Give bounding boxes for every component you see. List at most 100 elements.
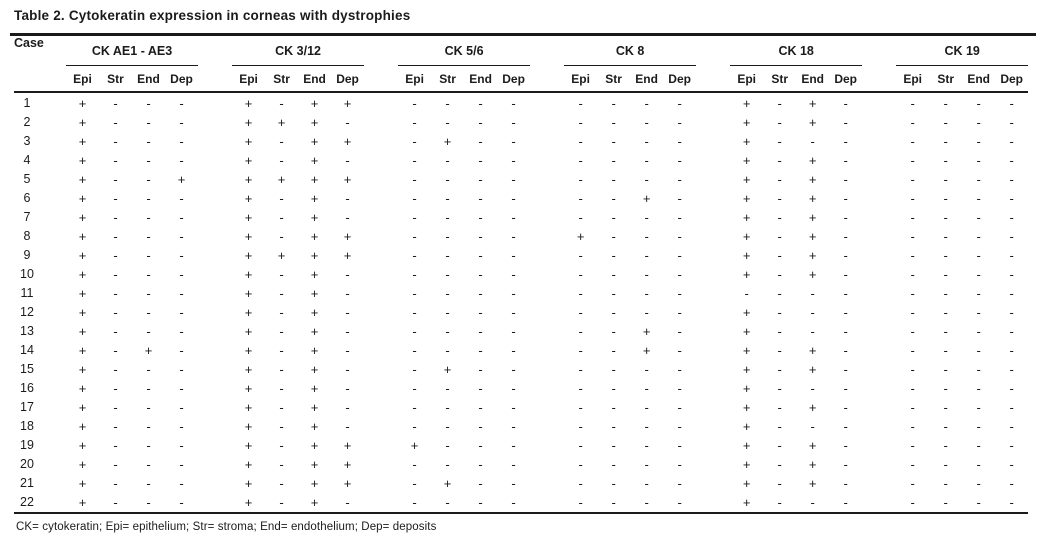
expression-value: - [412, 476, 417, 491]
expression-value: - [943, 96, 948, 111]
expression-value: - [843, 96, 848, 111]
expression-value: - [943, 419, 948, 434]
table-title: Table 2. Cytokeratin expression in corne… [14, 8, 411, 23]
subheader-end: End [962, 65, 996, 93]
expression-value: + [310, 286, 319, 301]
column-gap [530, 417, 564, 436]
table-row: 18 + - - - + - + - - - - - - - - - + - - - - - - - [14, 417, 1028, 436]
expression-value: + [742, 476, 751, 491]
case-number: 11 [20, 286, 34, 300]
expression-value: - [843, 400, 848, 415]
expression-value: - [644, 305, 649, 320]
expression-value: + [742, 115, 751, 130]
expression-value: + [343, 457, 352, 472]
expression-value: - [279, 457, 284, 472]
expression-value: - [843, 305, 848, 320]
expression-value: + [310, 267, 319, 282]
column-gap [696, 227, 730, 246]
expression-value: - [644, 134, 649, 149]
expression-value: - [179, 400, 184, 415]
expression-value: - [279, 96, 284, 111]
expression-value: + [343, 438, 352, 453]
expression-value: - [445, 305, 450, 320]
expression-value: - [1009, 286, 1014, 301]
column-gap [862, 360, 896, 379]
group-header-ck-18: CK 18 [730, 36, 863, 66]
expression-value: - [843, 476, 848, 491]
expression-value: - [146, 286, 151, 301]
case-number: 12 [20, 305, 34, 319]
expression-value: - [179, 229, 184, 244]
expression-value: - [412, 134, 417, 149]
column-gap [862, 341, 896, 360]
column-gap [364, 474, 398, 493]
column-gap [862, 322, 896, 341]
expression-value: - [146, 381, 151, 396]
cytokeratin-expression-table: Case CK AE1 - AE3 CK 3/12 CK 5/6 CK 8 CK 18 CK… [14, 36, 1029, 514]
expression-value: - [146, 229, 151, 244]
expression-value: - [677, 324, 682, 339]
expression-value: + [244, 248, 253, 263]
expression-value: - [279, 381, 284, 396]
expression-value: - [976, 362, 981, 377]
expression-value: - [511, 267, 516, 282]
subheader-end: End [298, 65, 332, 93]
expression-value: + [277, 172, 286, 187]
expression-value: - [578, 305, 583, 320]
expression-value: - [113, 362, 118, 377]
expression-value: - [511, 248, 516, 263]
expression-value: + [78, 381, 87, 396]
column-gap [198, 474, 232, 493]
expression-value: + [277, 115, 286, 130]
expression-value: - [132, 493, 165, 514]
column-gap [530, 284, 564, 303]
expression-value: + [742, 191, 751, 206]
expression-value: + [642, 191, 651, 206]
expression-value: - [478, 400, 483, 415]
expression-value: - [677, 134, 682, 149]
column-gap [696, 455, 730, 474]
expression-value: - [113, 248, 118, 263]
column-gap [198, 246, 232, 265]
expression-value: - [412, 210, 417, 225]
expression-value: - [777, 286, 782, 301]
expression-value: + [78, 476, 87, 491]
expression-value: + [310, 115, 319, 130]
case-number: 20 [20, 457, 34, 471]
column-gap [696, 246, 730, 265]
expression-value: + [310, 210, 319, 225]
column-gap [696, 398, 730, 417]
expression-value: - [611, 419, 616, 434]
expression-value: + [244, 476, 253, 491]
expression-value: + [343, 229, 352, 244]
expression-value: - [644, 229, 649, 244]
column-gap [198, 92, 232, 113]
expression-value: - [511, 438, 516, 453]
expression-value: + [742, 343, 751, 358]
expression-value: - [611, 324, 616, 339]
expression-value: - [113, 343, 118, 358]
expression-value: + [244, 324, 253, 339]
expression-value: - [611, 476, 616, 491]
expression-value: - [943, 172, 948, 187]
column-gap [364, 436, 398, 455]
expression-value: - [478, 172, 483, 187]
column-gap [198, 36, 233, 93]
expression-value: - [943, 324, 948, 339]
expression-value: - [644, 248, 649, 263]
expression-value: - [345, 324, 350, 339]
expression-value: - [578, 134, 583, 149]
expression-value: + [78, 457, 87, 472]
column-gap [530, 132, 564, 151]
expression-value: + [78, 115, 87, 130]
expression-value: - [1009, 419, 1014, 434]
expression-value: + [244, 343, 253, 358]
expression-value: - [511, 172, 516, 187]
expression-value: - [644, 286, 649, 301]
expression-value: + [808, 362, 817, 377]
expression-value: - [777, 457, 782, 472]
expression-value: - [843, 172, 848, 187]
subheader-epi: Epi [564, 65, 598, 93]
expression-value: - [431, 493, 465, 514]
expression-value: - [611, 362, 616, 377]
